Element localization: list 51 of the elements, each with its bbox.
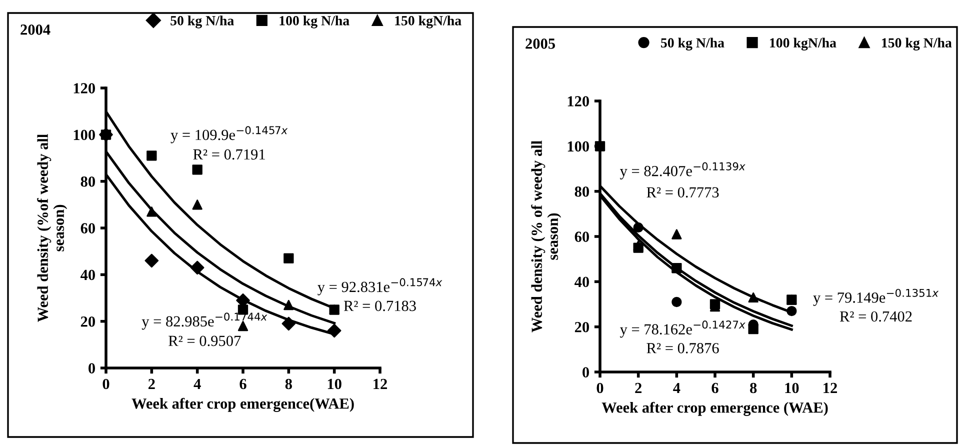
annotation: R² = 0.9507 <box>168 336 241 346</box>
annotation: R² = 0.7773 <box>646 187 719 198</box>
annotation: R² = 0.7183 <box>344 300 416 312</box>
y-tick-label: 120 <box>74 83 95 94</box>
y-tick-label: 80 <box>80 176 95 187</box>
x-tick-label: 0 <box>102 378 110 390</box>
y-axis-title: Weed density (% of weedy all season) <box>531 140 562 332</box>
y-tick-label: 40 <box>574 276 589 288</box>
x-tick-label: 12 <box>374 378 387 390</box>
x-tick-label: 6 <box>240 378 246 390</box>
x-tick-label: 10 <box>785 382 799 394</box>
annotation: y = 82.407e$^{−0.1139x}$ <box>620 162 746 180</box>
chart-title: 2004 <box>20 24 50 35</box>
y-tick-label: 120 <box>568 96 589 106</box>
x-tick-label: 4 <box>194 378 201 390</box>
annotation: y = 78.162e$^{−0.1427x}$ <box>620 320 746 338</box>
x-tick-label: 4 <box>673 382 680 394</box>
x-axis-title: Week after crop emergence (WAE) <box>602 402 828 416</box>
y-tick-label: 0 <box>582 367 589 378</box>
legend-label: 150 kg N/ha <box>882 38 952 50</box>
y-tick-label: 20 <box>574 322 589 332</box>
annotation: y = 109.9e$^{−0.1457x}$ <box>170 126 288 144</box>
legend-label: 100 kgN/ha <box>770 38 836 50</box>
x-tick-label: 6 <box>712 382 718 394</box>
x-tick-label: 0 <box>596 382 604 394</box>
y-tick-label: 100 <box>568 141 589 152</box>
y-tick-label: 80 <box>574 186 589 197</box>
x-tick-label: 8 <box>750 382 757 394</box>
legend-label: 50 kg N/ha <box>170 16 234 28</box>
legend-label: 50 kg N/ha <box>660 38 724 50</box>
x-tick-label: 8 <box>285 378 292 390</box>
y-tick-label: 0 <box>88 363 95 374</box>
legend-label: 150 kgN/ha <box>395 16 462 28</box>
y-tick-label: 100 <box>74 130 95 140</box>
annotation: R² = 0.7876 <box>646 343 719 354</box>
x-tick-label: 2 <box>148 378 155 390</box>
x-tick-label: 12 <box>824 382 837 394</box>
x-axis-title: Week after crop emergence(WAE) <box>132 398 354 412</box>
chart-title: 2005 <box>526 38 555 49</box>
x-tick-label: 2 <box>635 382 642 394</box>
annotation: y = 79.149e$^{−0.1351x}$ <box>813 288 939 306</box>
y-tick-label: 40 <box>80 270 95 280</box>
x-tick-label: 10 <box>328 378 342 390</box>
legend-label: 100 kg N/ha <box>280 16 350 28</box>
y-tick-label: 20 <box>80 316 95 327</box>
y-tick-label: 60 <box>80 223 95 234</box>
annotation: R² = 0.7191 <box>193 149 265 160</box>
y-tick-label: 60 <box>574 232 589 242</box>
annotation: y = 92.831e$^{−0.1574x}$ <box>318 278 442 296</box>
text: R² = 0.7402 <box>840 311 912 322</box>
y-axis-title: Weed density (%of weedy all season) <box>37 134 68 322</box>
